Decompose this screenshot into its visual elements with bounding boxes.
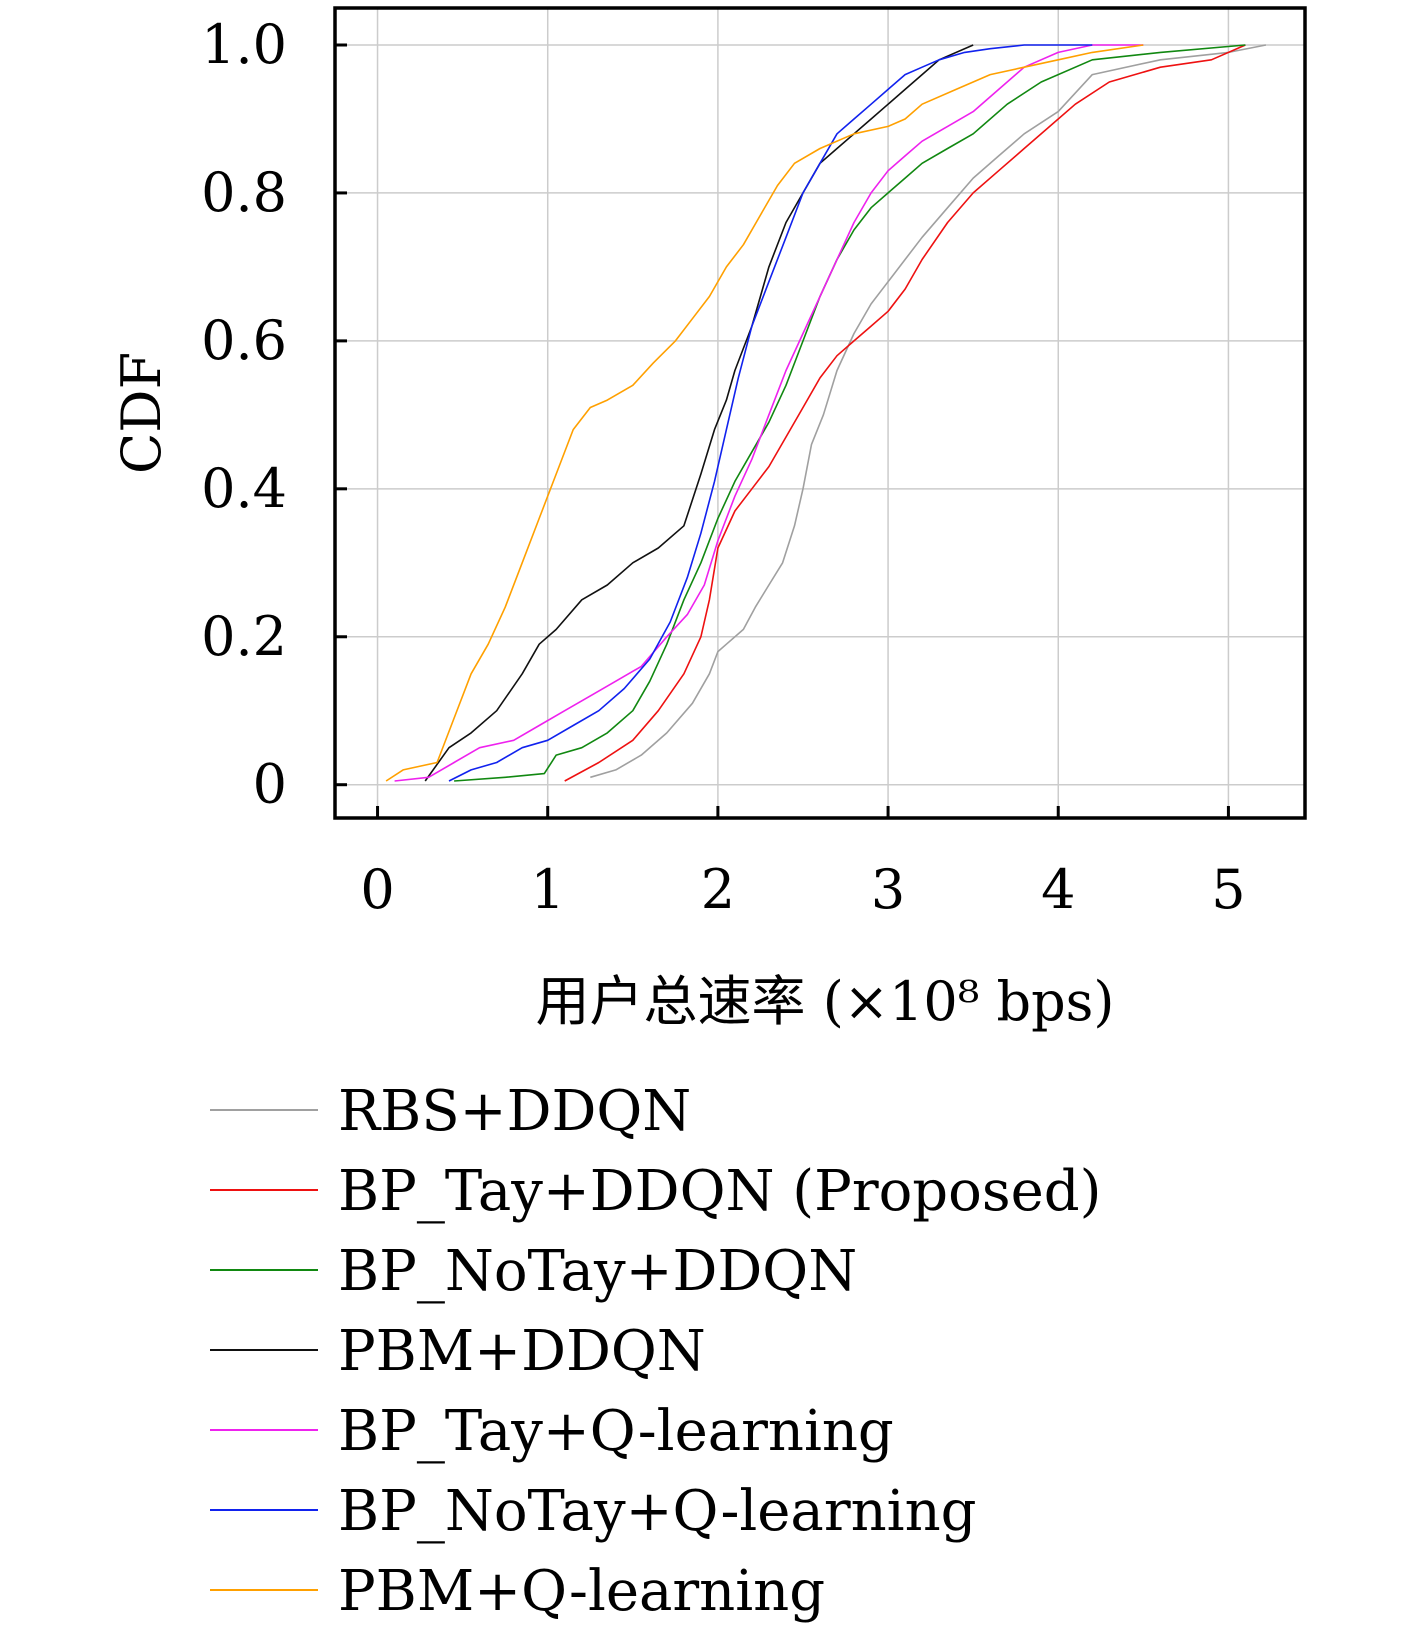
legend-label: BP_NoTay+Q-learning bbox=[338, 1479, 976, 1544]
x-axis-label: 用户总速率 (×10⁸ bps) bbox=[536, 970, 1115, 1033]
series-line bbox=[424, 44, 974, 782]
legend-label: BP_Tay+DDQN (Proposed) bbox=[338, 1159, 1101, 1224]
legend-label: PBM+DDQN bbox=[338, 1319, 706, 1384]
series-line bbox=[454, 44, 1246, 782]
x-tick-label: 5 bbox=[1211, 858, 1245, 921]
series-line bbox=[385, 44, 1144, 782]
y-tick-label: 0.2 bbox=[201, 605, 287, 668]
x-tick-label: 4 bbox=[1041, 858, 1075, 921]
series-line bbox=[394, 44, 1144, 782]
x-tick-label: 3 bbox=[871, 858, 905, 921]
legend-label: BP_Tay+Q-learning bbox=[338, 1399, 894, 1464]
legend: RBS+DDQN BP_Tay+DDQN (Proposed) BP_NoTay+D… bbox=[210, 1079, 1101, 1624]
series-line bbox=[448, 44, 1093, 782]
axis-ticks bbox=[335, 43, 1230, 818]
series-line bbox=[564, 44, 1246, 782]
series-line bbox=[590, 44, 1267, 779]
x-tick-label: 0 bbox=[360, 858, 394, 921]
y-axis-label: CDF bbox=[110, 352, 173, 474]
plot-frame bbox=[333, 6, 1307, 820]
legend-label: BP_NoTay+DDQN bbox=[338, 1239, 857, 1304]
legend-label: RBS+DDQN bbox=[338, 1079, 691, 1144]
y-tick-label: 0 bbox=[253, 753, 287, 816]
x-tick-label: 2 bbox=[701, 858, 735, 921]
tick-labels: 0 1 2 3 4 5 0 0.2 0.4 0.6 0.8 1.0 bbox=[201, 13, 1245, 921]
y-tick-label: 1.0 bbox=[201, 13, 287, 76]
x-tick-label: 1 bbox=[531, 858, 565, 921]
y-tick-label: 0.8 bbox=[201, 161, 287, 224]
series-lines bbox=[385, 44, 1267, 782]
y-tick-label: 0.4 bbox=[201, 457, 287, 520]
legend-label: PBM+Q-learning bbox=[338, 1559, 825, 1624]
y-tick-label: 0.6 bbox=[201, 309, 287, 372]
grid-lines bbox=[335, 8, 1305, 818]
